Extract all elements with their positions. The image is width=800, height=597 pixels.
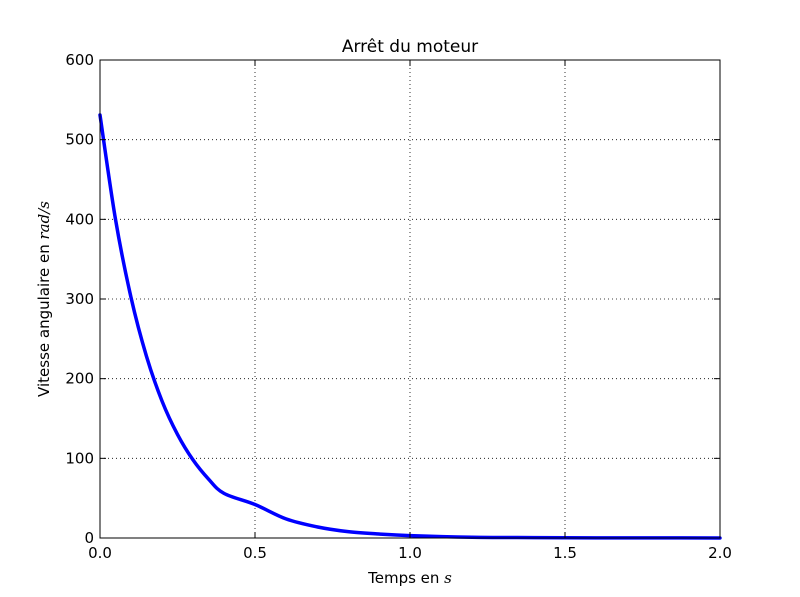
tick-layer: 0.0 0.5 1.0 1.5 2.0 0 100 200 300 400 500 600 bbox=[65, 51, 732, 562]
y-tick-label: 0 bbox=[84, 529, 94, 547]
x-axis-label-unit: s bbox=[444, 569, 452, 587]
chart-title: Arrêt du moteur bbox=[342, 37, 478, 57]
y-axis-label: Vitesse angulaire en rad/s bbox=[35, 201, 53, 397]
x-tick-label: 0.0 bbox=[88, 544, 112, 562]
x-tick-label: 1.5 bbox=[553, 544, 577, 562]
y-axis-label-text: Vitesse angulaire en bbox=[35, 240, 53, 397]
x-tick-label: 0.5 bbox=[243, 544, 267, 562]
y-tick-label: 100 bbox=[65, 449, 94, 467]
y-axis-label-unit: rad/s bbox=[35, 201, 53, 240]
y-tick-label: 600 bbox=[65, 51, 94, 69]
x-tick-label: 2.0 bbox=[708, 544, 732, 562]
x-axis-label-text: Temps en bbox=[367, 569, 444, 587]
x-tick-label: 1.0 bbox=[398, 544, 422, 562]
y-tick-label: 400 bbox=[65, 210, 94, 228]
x-axis-label: Temps en s bbox=[367, 569, 452, 587]
y-tick-label: 200 bbox=[65, 370, 94, 388]
y-tick-label: 300 bbox=[65, 290, 94, 308]
y-tick-label: 500 bbox=[65, 131, 94, 149]
